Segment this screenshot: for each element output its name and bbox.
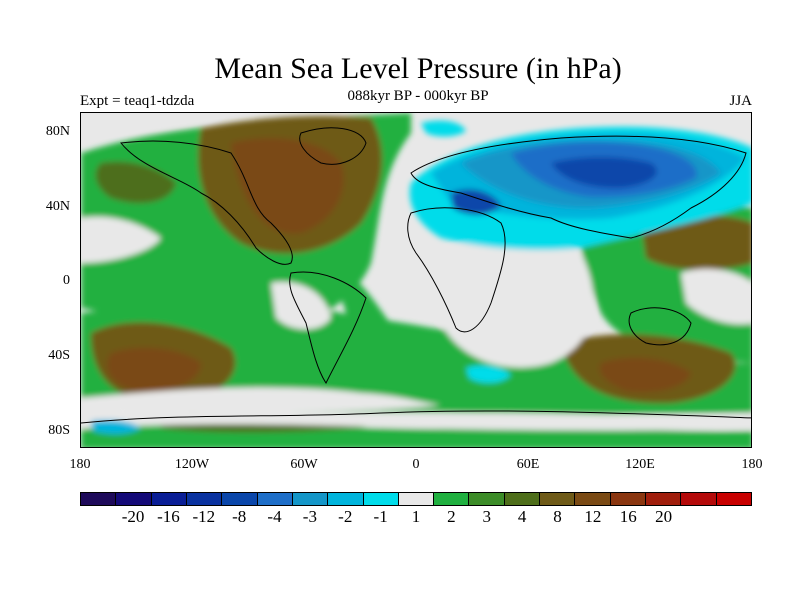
colorbar-label: 1	[411, 507, 421, 526]
colorbar-label: 8	[553, 507, 562, 526]
colorbar-swatch	[646, 493, 682, 505]
field-neutral-1	[81, 113, 221, 138]
lon-tick: 120W	[174, 457, 210, 472]
plot-title: Mean Sea Level Pressure (in hPa)	[214, 52, 622, 85]
field-negative-6	[451, 189, 501, 215]
colorbar-label: 3	[482, 507, 491, 526]
lon-tick: 60W	[290, 457, 318, 472]
colorbar-swatch	[222, 493, 258, 505]
colorbar-swatch	[540, 493, 576, 505]
colorbar-label: 12	[584, 507, 602, 526]
colorbar-swatch	[257, 493, 293, 505]
coastline-africa	[407, 207, 506, 333]
colorbar-label: -1	[373, 507, 388, 526]
lat-tick: 40S	[48, 348, 70, 363]
colorbar-swatch	[434, 493, 470, 505]
field-negative-8	[91, 419, 141, 435]
colorbar-swatch	[186, 493, 223, 505]
coastlines	[81, 127, 751, 424]
colorbar-label: -20	[121, 507, 145, 526]
field-neutral-2	[81, 216, 161, 263]
lon-tick: 180	[69, 457, 91, 472]
lon-tick: 120E	[625, 457, 655, 472]
coastline-north-america	[120, 140, 293, 265]
field-negative-9	[421, 120, 466, 137]
field-positive-8	[95, 161, 176, 203]
coastline-eurasia	[410, 135, 747, 239]
colorbar-swatch	[575, 493, 611, 505]
colorbar	[80, 492, 752, 506]
map-svg	[81, 113, 751, 447]
colorbar-swatch	[81, 493, 117, 505]
colorbar-swatch	[363, 493, 399, 505]
colorbar-swatch	[469, 493, 505, 505]
field-neutral-3	[271, 282, 331, 330]
colorbar-swatch	[292, 493, 329, 505]
colorbar-label: -12	[192, 507, 216, 526]
coastline-south-america	[289, 271, 367, 384]
lon-tick: 0	[412, 457, 420, 472]
lat-tick: 80N	[45, 124, 70, 139]
field-negative-7	[466, 365, 511, 383]
field-positive-5	[331, 263, 551, 385]
season-label: JJA	[729, 93, 752, 109]
colorbar-swatch	[398, 493, 435, 505]
coastline-australia	[628, 307, 692, 346]
colorbar-swatch	[151, 493, 187, 505]
colorbar-swatch	[681, 493, 717, 505]
colorbar-label: 2	[447, 507, 456, 526]
colorbar-label: -2	[338, 507, 353, 526]
field-negative-5	[551, 157, 657, 189]
lat-tick: 80S	[48, 423, 70, 438]
plot-subtitle: 088kyr BP - 000kyr BP	[347, 88, 489, 104]
colorbar-swatch	[610, 493, 646, 505]
pressure-anomaly-map	[80, 112, 752, 448]
lon-tick: 60E	[516, 457, 540, 472]
field-neutral-5	[441, 239, 594, 368]
colorbar-swatch	[504, 493, 541, 505]
field-positive-10	[107, 347, 201, 392]
lat-tick: 40N	[45, 199, 70, 214]
colorbar-label: -4	[267, 507, 282, 526]
coastline-greenland	[299, 127, 367, 165]
colorbar-swatch	[328, 493, 364, 505]
coastline-antarctica	[81, 410, 751, 424]
field-neutral-6	[681, 268, 751, 325]
field-positive-13	[641, 215, 751, 270]
colorbar-label: -8	[232, 507, 247, 526]
colorbar-label: -3	[302, 507, 317, 526]
colorbar-label: 20	[655, 507, 673, 526]
field-neutral-4	[81, 387, 441, 413]
lon-tick: 180	[741, 457, 763, 472]
colorbar-label: 16	[619, 507, 637, 526]
colorbar-label: -16	[157, 507, 180, 526]
lat-tick: 0	[63, 273, 70, 288]
field-positive-12	[599, 357, 691, 393]
colorbar-swatch	[116, 493, 152, 505]
colorbar-swatch	[716, 493, 751, 505]
experiment-label: Expt = teaq1-tdzda	[80, 93, 195, 109]
colorbar-label: 4	[517, 507, 527, 526]
